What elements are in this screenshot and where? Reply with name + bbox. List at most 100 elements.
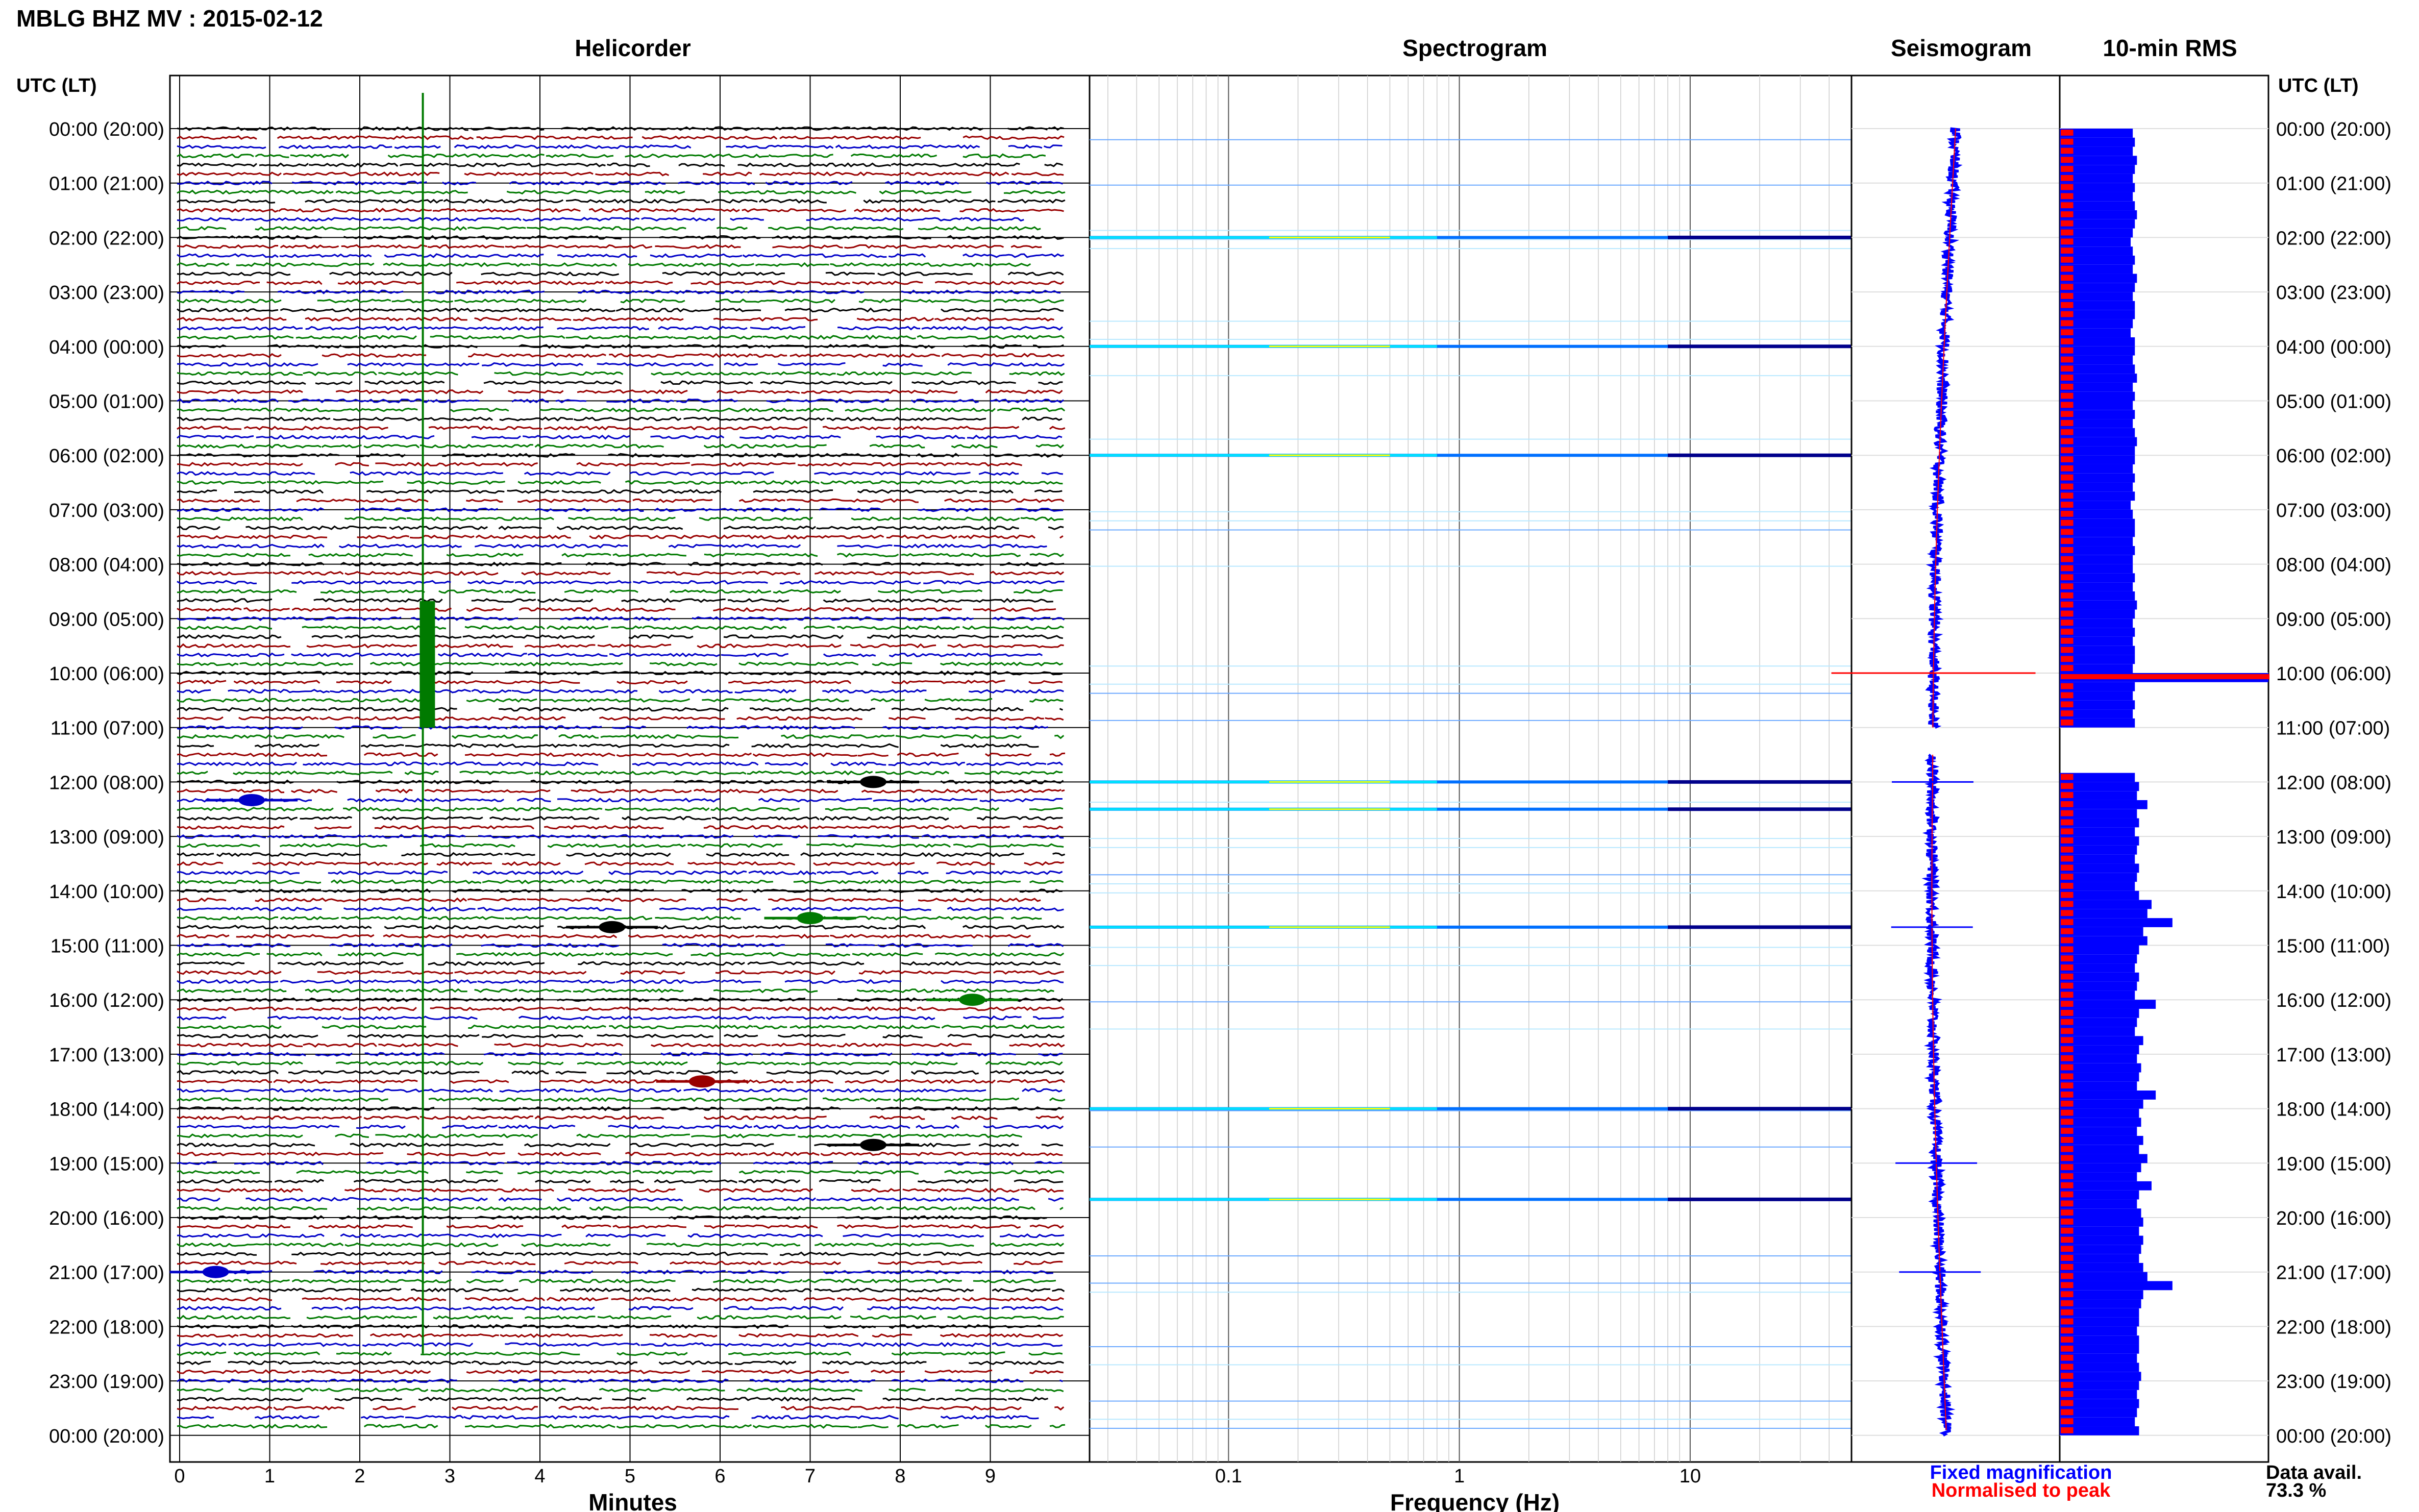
hour-label-right: 07:00 (03:00) [2276, 500, 2391, 522]
rms-bar [2060, 1154, 2148, 1163]
rms-bar [2060, 945, 2139, 955]
helicorder-trace [177, 516, 1064, 522]
rms-bar [2060, 1000, 2156, 1009]
rms-normalised-marker [2061, 583, 2074, 589]
rms-normalised-marker [2061, 1418, 2074, 1425]
rms-panel [2059, 75, 2269, 1463]
hour-label-left: 22:00 (18:00) [49, 1317, 164, 1338]
hour-label-right: 22:00 (18:00) [2276, 1317, 2391, 1338]
rms-normalised-marker [2061, 601, 2074, 608]
utc-label-right: UTC (LT) [2278, 75, 2359, 96]
rms-normalised-marker [2061, 538, 2074, 544]
rms-bar [2060, 1008, 2139, 1018]
plot-title: MBLG BHZ MV : 2015-02-12 [16, 5, 323, 32]
helicorder-tick-label: 3 [445, 1466, 455, 1487]
rms-normalised-marker [2061, 592, 2074, 599]
rms-bar [2060, 173, 2133, 183]
helicorder-trace [177, 1006, 1065, 1012]
helicorder-trace [177, 625, 1064, 630]
rms-normalised-marker [2061, 392, 2074, 399]
rms-bar [2060, 1290, 2143, 1300]
helicorder-trace [177, 416, 1063, 422]
rms-bar [2060, 319, 2133, 329]
rms-normalised-marker [2061, 792, 2074, 798]
hour-label-left: 19:00 (15:00) [49, 1153, 164, 1175]
hour-label-left: 10:00 (06:00) [49, 663, 164, 685]
rms-bar [2060, 374, 2137, 383]
rms-bar [2060, 1344, 2139, 1354]
helicorder-trace [177, 380, 1063, 385]
helicorder-trace [177, 299, 1064, 304]
rms-bar [2060, 809, 2137, 819]
rms-normalised-marker [2061, 320, 2074, 327]
rms-normalised-marker [2061, 629, 2074, 635]
helicorder-trace [177, 1106, 1063, 1111]
rms-bar [2060, 845, 2137, 855]
rms-bar [2060, 183, 2135, 192]
rms-normalised-marker [2061, 783, 2074, 789]
rms-bar [2060, 146, 2133, 156]
rms-bar [2060, 1308, 2139, 1318]
rms-bar [2060, 836, 2139, 846]
helicorder-trace [177, 226, 1041, 231]
rms-normalised-marker [2061, 1092, 2074, 1098]
helicorder-trace [177, 906, 1064, 912]
helicorder-trace [177, 144, 1063, 150]
rms-normalised-marker [2061, 1255, 2074, 1261]
hour-label-left: 07:00 (03:00) [49, 500, 164, 522]
seismogram-normalised-trace [1931, 755, 1947, 1430]
rms-bar [2060, 1190, 2139, 1200]
helicorder-trace [177, 915, 1042, 921]
rms-normalised-marker [2061, 229, 2074, 236]
rms-normalised-marker [2061, 1300, 2074, 1306]
rms-normalised-marker [2061, 973, 2074, 980]
rms-title: 10-min RMS [2103, 35, 2237, 61]
helicorder-trace [177, 463, 1063, 466]
rms-normalised-marker [2061, 202, 2074, 209]
rms-normalised-marker [2061, 1100, 2074, 1107]
rms-bar [2060, 691, 2133, 701]
helicorder-trace [177, 688, 1064, 694]
rms-bar [2060, 573, 2135, 583]
rms-normalised-marker [2061, 420, 2074, 426]
helicorder-trace [177, 1251, 1065, 1256]
helicorder-trace [177, 334, 1065, 340]
rms-normalised-marker [2061, 665, 2074, 671]
rms-bar [2060, 863, 2139, 873]
helicorder-trace [177, 698, 1064, 703]
helicorder-trace [177, 1206, 1064, 1211]
helicorder-trace [177, 1079, 1066, 1084]
rms-bar [2060, 1226, 2139, 1236]
rms-bar [2060, 873, 2137, 882]
hour-label-left: 00:00 (20:00) [49, 119, 164, 140]
hour-label-right: 02:00 (22:00) [2276, 228, 2391, 249]
rms-normalised-marker [2061, 656, 2074, 662]
rms-normalised-marker [2061, 1345, 2074, 1352]
helicorder-trace [177, 815, 1063, 821]
rms-bar [2060, 364, 2135, 374]
rms-bar [2060, 909, 2148, 919]
helicorder-tick-label: 4 [534, 1466, 545, 1487]
helicorder-trace [177, 879, 1064, 884]
helicorder-trace [177, 843, 1064, 848]
rms-bar [2060, 391, 2135, 401]
helicorder-tick-label: 7 [805, 1466, 816, 1487]
rms-normalised-marker [2061, 928, 2074, 934]
rms-bar [2060, 972, 2139, 982]
spectrogram-xlabel: Frequency (Hz) [1390, 1489, 1560, 1512]
helicorder-trace [177, 616, 1065, 622]
rms-bar [2060, 1254, 2139, 1263]
rms-normalised-marker [2061, 1200, 2074, 1207]
rms-normalised-marker [2061, 565, 2074, 572]
rms-bar [2060, 346, 2135, 356]
rms-bar [2060, 1099, 2143, 1109]
rms-normalised-marker [2061, 175, 2074, 181]
rms-normalised-marker [2061, 365, 2074, 372]
rms-normalised-marker [2061, 810, 2074, 816]
helicorder-trace [177, 852, 1066, 857]
helicorder-trace [177, 1151, 1063, 1157]
helicorder-trace [177, 316, 1054, 322]
hour-label-left: 04:00 (00:00) [49, 337, 164, 358]
rms-bar [2060, 818, 2139, 828]
helicorder-trace [177, 407, 1066, 413]
